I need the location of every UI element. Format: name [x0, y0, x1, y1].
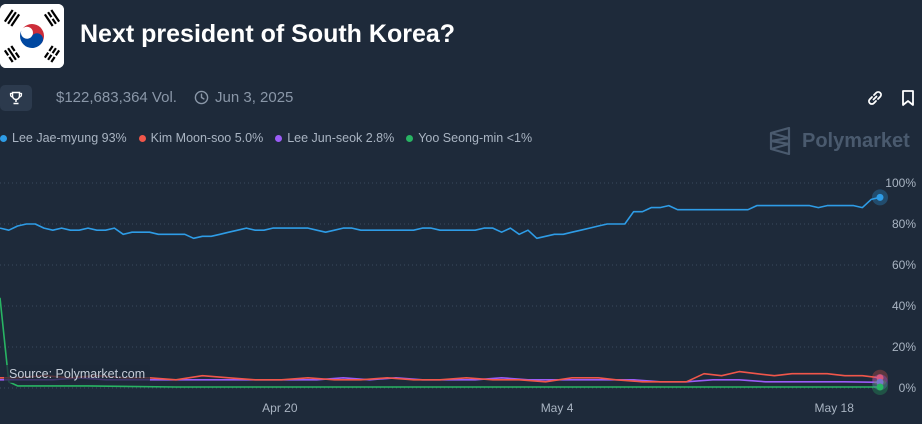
- link-icon[interactable]: [866, 89, 884, 107]
- y-tick-label: 20%: [892, 340, 916, 354]
- page-title: Next president of South Korea?: [80, 20, 456, 48]
- brand-watermark: Polymarket: [768, 127, 910, 155]
- volume-label: $122,683,364 Vol.: [56, 89, 177, 106]
- legend-dot: [406, 134, 414, 142]
- legend-label: Lee Jae-myung 93%: [12, 131, 127, 145]
- south-korea-flag-icon: [0, 4, 64, 68]
- series-line: [0, 297, 880, 388]
- end-date-label: Jun 3, 2025: [215, 89, 294, 106]
- source-label: Source: Polymarket.com: [4, 365, 151, 383]
- trophy-button[interactable]: [0, 85, 32, 111]
- brand-name: Polymarket: [802, 129, 910, 152]
- x-tick-label: Apr 20: [262, 401, 298, 415]
- trophy-icon: [9, 91, 23, 105]
- y-tick-label: 100%: [885, 176, 916, 190]
- series-line: [0, 370, 881, 383]
- bookmark-icon[interactable]: [900, 89, 916, 107]
- legend-dot: [138, 134, 146, 142]
- chart-legend: Lee Jae-myung 93% Kim Moon-soo 5.0% Lee …: [0, 131, 532, 145]
- series-end-point: [876, 383, 884, 391]
- x-tick-label: May 18: [815, 401, 855, 415]
- y-tick-label: 0%: [899, 381, 917, 395]
- y-tick-label: 80%: [892, 217, 916, 231]
- legend-label: Yoo Seong-min <1%: [418, 131, 533, 145]
- legend-item-lee-jae-myung: Lee Jae-myung 93%: [0, 131, 127, 145]
- series-line: [0, 196, 881, 240]
- legend-item-kim-moon-soo: Kim Moon-soo 5.0%: [138, 131, 264, 145]
- price-chart[interactable]: 100% 80% 60% 40% 20% 0% Apr 20 May 4 May 18: [0, 160, 922, 424]
- legend-label: Kim Moon-soo 5.0%: [150, 131, 264, 145]
- x-tick-label: May 4: [541, 401, 574, 415]
- legend-label: Lee Jun-seok 2.8%: [287, 131, 395, 145]
- clock-icon: [194, 90, 209, 105]
- series-end-point: [876, 193, 884, 201]
- end-date: Jun 3, 2025: [194, 89, 293, 106]
- y-tick-label: 40%: [892, 299, 916, 313]
- legend-dot: [0, 134, 7, 142]
- legend-dot: [275, 134, 283, 142]
- legend-item-yoo-seong-min: Yoo Seong-min <1%: [406, 131, 532, 145]
- polymarket-logo-icon: [769, 127, 791, 155]
- y-tick-label: 60%: [892, 258, 916, 272]
- legend-item-lee-jun-seok: Lee Jun-seok 2.8%: [275, 131, 394, 145]
